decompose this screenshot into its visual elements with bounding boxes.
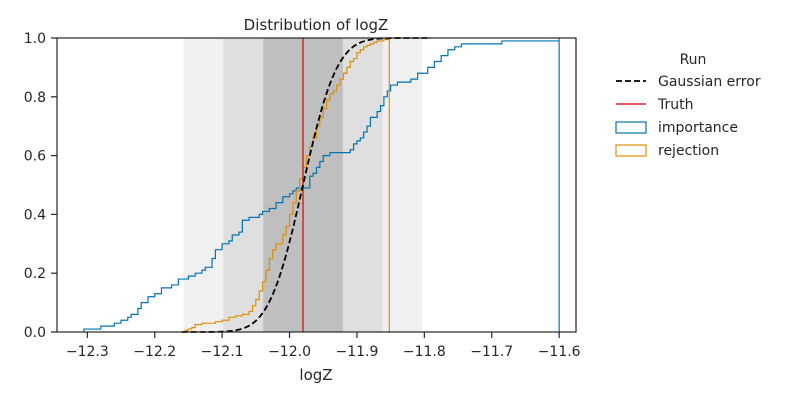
plot-frame: [56, 37, 577, 333]
y-tick-label: 0.8: [24, 90, 46, 106]
x-tick-label: −11.7: [470, 344, 513, 360]
chart-title: Distribution of logZ: [244, 16, 389, 34]
x-tick-label: −11.6: [538, 344, 581, 360]
legend-swatch-importance: [615, 121, 647, 134]
axes-layer: −12.3 −12.2 −12.1 −12.0 −11.9 −11.8 −11.7 −11.6…: [24, 31, 581, 360]
legend: Run Gaussian error Truth importance rejecti…: [615, 52, 761, 159]
legend-label-gaussian-error: Gaussian error: [658, 74, 761, 90]
series-importance: [83, 38, 560, 332]
series-rejection: [184, 38, 390, 332]
legend-title: Run: [680, 52, 707, 68]
legend-swatch-rejection: [615, 144, 647, 157]
y-tick-label: 0.6: [24, 149, 46, 165]
x-tick-label: −12.3: [66, 344, 109, 360]
x-tick-label: −11.8: [403, 344, 446, 360]
legend-label-truth: Truth: [657, 97, 694, 113]
y-tick-label: 0.0: [24, 325, 46, 341]
x-tick-label: −12.2: [133, 344, 176, 360]
x-axis-label: logZ: [299, 366, 332, 384]
y-tick-label: 0.2: [24, 266, 46, 282]
legend-label-rejection: rejection: [658, 143, 719, 159]
x-tick-label: −12.1: [201, 344, 244, 360]
legend-label-importance: importance: [658, 120, 738, 136]
x-tick-label: −12.0: [268, 344, 311, 360]
x-tick-label: −11.9: [335, 344, 378, 360]
y-tick-label: 1.0: [24, 31, 46, 47]
y-tick-label: 0.4: [24, 207, 46, 223]
